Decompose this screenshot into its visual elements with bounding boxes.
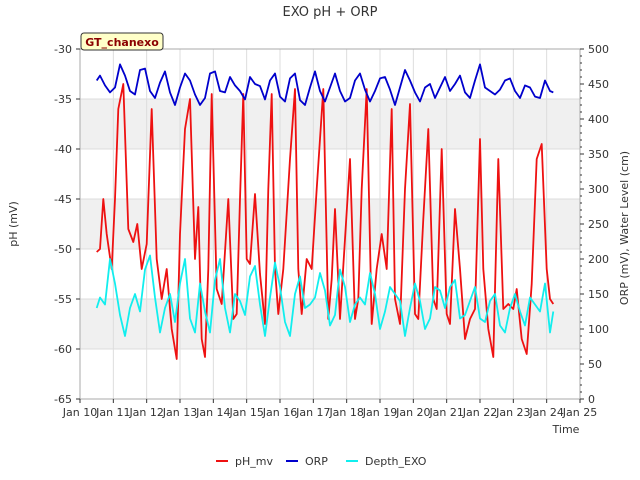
x-tick-label: Jan 25 xyxy=(562,406,597,419)
chart-title: EXO pH + ORP xyxy=(283,5,378,20)
x-tick-label: Jan 20 xyxy=(395,406,430,419)
legend: pH_mv ORP Depth_EXO xyxy=(216,455,427,468)
y-left-tick-label: -30 xyxy=(54,43,72,56)
y-right-tick-label: 0 xyxy=(588,393,595,406)
series-line-ph-mv xyxy=(96,83,555,360)
x-tick-label: Jan 14 xyxy=(195,406,230,419)
x-axis-label: Time xyxy=(552,423,580,436)
x-tick-label: Jan 24 xyxy=(528,406,563,419)
series-line-orp xyxy=(95,63,554,106)
y-left-tick-label: -60 xyxy=(54,343,72,356)
station-label: GT_chanexo xyxy=(85,36,159,49)
series-lines xyxy=(95,63,555,360)
series-line-depth-exo xyxy=(95,254,555,337)
y-left-tick-label: -40 xyxy=(54,143,72,156)
x-tick-label: Jan 23 xyxy=(495,406,530,419)
y-left-tick-label: -35 xyxy=(54,93,72,106)
y-left-tick-label: -45 xyxy=(54,193,72,206)
y-right-tick-label: 400 xyxy=(588,113,609,126)
y-right-tick-label: 300 xyxy=(588,183,609,196)
axis-ticks: -65 -60 -55 -50 -45 -40 -35 -30 0 50 100 150 200 250 3… xyxy=(54,43,609,419)
y-right-tick-label: 200 xyxy=(588,253,609,266)
y-right-tick-label: 350 xyxy=(588,148,609,161)
x-tick-label: Jan 17 xyxy=(295,406,330,419)
x-tick-label: Jan 11 xyxy=(95,406,130,419)
y-axis-right-label: ORP (mV), Water Level (cm) xyxy=(618,151,631,305)
y-right-tick-label: 450 xyxy=(588,78,609,91)
y-right-tick-label: 100 xyxy=(588,323,609,336)
y-left-tick-label: -65 xyxy=(54,393,72,406)
y-right-tick-label: 500 xyxy=(588,43,609,56)
y-axis-left-label: pH (mV) xyxy=(7,201,20,247)
legend-label: pH_mv xyxy=(235,455,273,468)
x-tick-label: Jan 18 xyxy=(328,406,363,419)
x-tick-label: Jan 13 xyxy=(162,406,197,419)
x-tick-label: Jan 19 xyxy=(362,406,397,419)
x-tick-label: Jan 10 xyxy=(62,406,97,419)
y-right-tick-label: 250 xyxy=(588,218,609,231)
x-tick-label: Jan 16 xyxy=(262,406,297,419)
y-left-tick-label: -55 xyxy=(54,293,72,306)
y-right-tick-label: 150 xyxy=(588,288,609,301)
y-right-tick-label: 50 xyxy=(588,358,602,371)
background-band xyxy=(80,99,580,149)
x-tick-label: Jan 22 xyxy=(462,406,497,419)
y-left-tick-label: -50 xyxy=(54,243,72,256)
station-label-box: GT_chanexo xyxy=(80,32,164,51)
x-tick-label: Jan 21 xyxy=(428,406,463,419)
x-tick-label: Jan 12 xyxy=(128,406,163,419)
legend-label: ORP xyxy=(305,455,328,468)
legend-label: Depth_EXO xyxy=(365,455,427,468)
x-tick-label: Jan 15 xyxy=(228,406,263,419)
